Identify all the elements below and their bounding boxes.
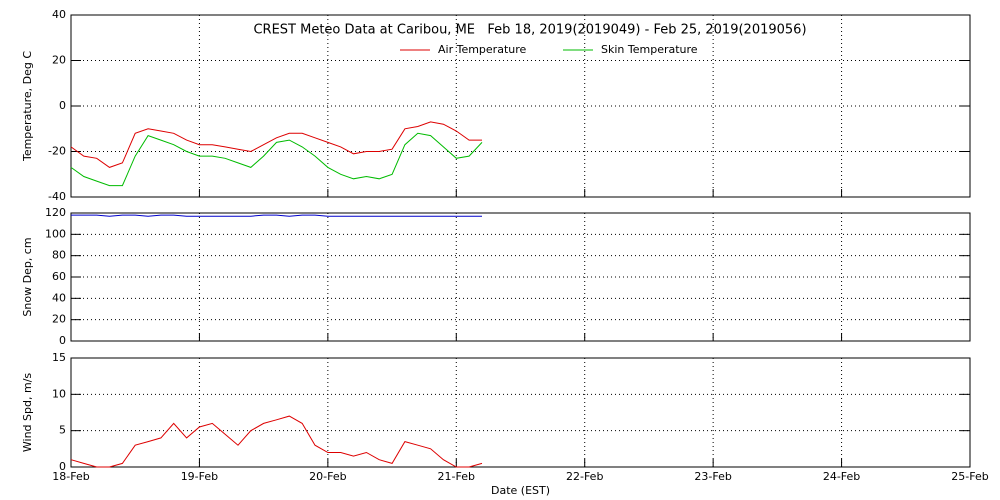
x-axis-label: Date (EST) — [491, 484, 550, 497]
plot-frame — [70, 357, 971, 468]
x-tick-label: 18-Feb — [52, 470, 89, 483]
y-tick-label: 0 — [59, 460, 66, 473]
plot-frame — [70, 212, 971, 342]
y-tick-label: 10 — [52, 387, 66, 400]
data-line — [71, 214, 482, 217]
x-tick-label: 22-Feb — [566, 470, 603, 483]
data-line — [70, 121, 482, 168]
x-tick-label: 21-Feb — [438, 470, 475, 483]
x-tick-label: 19-Feb — [181, 470, 218, 483]
data-line — [70, 132, 483, 187]
y-tick-label: 0 — [59, 99, 66, 112]
legend-label: Skin Temperature — [601, 43, 698, 56]
y-tick-label: 80 — [52, 249, 66, 262]
y-tick-label: 100 — [45, 227, 66, 240]
x-tick-label: 20-Feb — [309, 470, 346, 483]
y-tick-label: 40 — [52, 8, 66, 21]
x-tick-label: 23-Feb — [694, 470, 731, 483]
legend-label: Air Temperature — [438, 43, 527, 56]
x-tick-label: 24-Feb — [823, 470, 860, 483]
data-line — [70, 415, 483, 468]
y-axis-label: Snow Dep, cm — [21, 237, 34, 316]
y-tick-label: 5 — [59, 424, 66, 437]
y-axis-label: Wind Spd, m/s — [21, 373, 34, 453]
y-tick-label: 15 — [52, 351, 66, 364]
y-tick-label: 40 — [52, 291, 66, 304]
y-tick-label: 20 — [52, 313, 66, 326]
y-axis-label: Temperature, Deg C — [21, 51, 34, 162]
y-tick-label: 120 — [45, 206, 66, 219]
y-tick-label: 20 — [52, 54, 66, 67]
chart-title: CREST Meteo Data at Caribou, ME Feb 18, … — [253, 23, 806, 38]
y-tick-label: -40 — [48, 190, 66, 203]
y-tick-label: 60 — [52, 270, 66, 283]
y-tick-label: 0 — [59, 334, 66, 347]
plot-frame — [70, 14, 971, 198]
x-tick-label: 25-Feb — [951, 470, 988, 483]
y-tick-label: -20 — [48, 145, 66, 158]
